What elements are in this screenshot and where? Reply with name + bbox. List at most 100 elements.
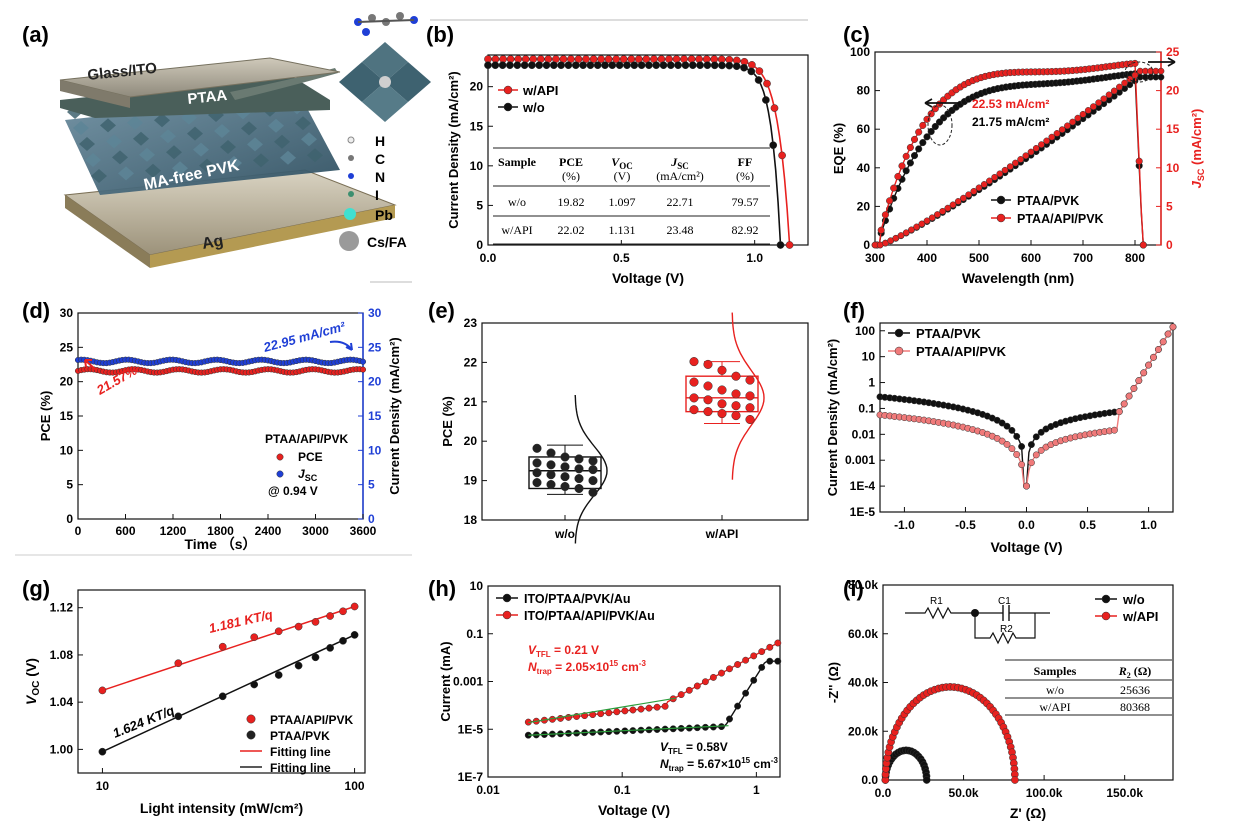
label-part: SC: [1196, 168, 1206, 181]
sclc-point: [750, 676, 758, 684]
annotation: 22.95 mA/cm²: [261, 319, 347, 356]
sclc-chart: 0.01 0.1 1 1E-7 1E-5 0.001 0.1 10 Voltage (V) Cur…: [438, 579, 782, 818]
integrated-point: [996, 170, 1004, 178]
box-point: [703, 407, 713, 417]
jv-point: [674, 61, 682, 70]
jv-point: [623, 61, 631, 70]
x-tick-label: 0.01: [476, 783, 500, 797]
sclc-point: [758, 648, 766, 656]
voc-point: [326, 644, 334, 652]
x-tick-label: 0.0: [480, 251, 497, 265]
box-point: [689, 377, 699, 387]
x-axis-label: Voltage (V): [598, 802, 670, 818]
sclc-point: [653, 703, 661, 711]
voc-point: [274, 627, 283, 636]
table-header: Samples: [1034, 664, 1077, 678]
octahedron: [295, 116, 311, 131]
octahedron: [172, 161, 188, 176]
jv-point: [627, 55, 636, 63]
x-tick-label: 150.0k: [1106, 786, 1143, 800]
box-point: [717, 385, 727, 395]
y-tick-label: 15: [60, 409, 74, 423]
stability-point: [359, 366, 367, 373]
sclc-point: [734, 702, 742, 710]
y-tick-label: 40: [857, 161, 871, 175]
box-point: [532, 443, 542, 453]
table-cell: 25636: [1120, 683, 1150, 697]
sclc-point: [742, 656, 750, 664]
octahedron: [100, 118, 116, 133]
x-tick-label: 1800: [207, 524, 234, 538]
label-part: J: [298, 467, 305, 481]
sclc-point: [685, 686, 693, 694]
voc-point: [339, 636, 347, 645]
ag-layer-side: [65, 195, 150, 268]
table-header-unit: (%): [562, 169, 580, 183]
y-tick-label: 1E-7: [458, 770, 484, 784]
table-cell: w/API: [1039, 700, 1070, 714]
legend-marker: [894, 328, 904, 338]
jv-point: [725, 61, 734, 70]
jv-point: [549, 61, 558, 70]
eqe-point: [923, 115, 931, 123]
box-point: [546, 460, 556, 470]
eqe-point: [919, 121, 927, 129]
y-tick-label: 1E-5: [850, 505, 876, 519]
voc-point: [311, 618, 320, 626]
legend-label: ITO/PTAA/PVK/Au: [524, 592, 631, 606]
x-tick-label: 100: [345, 779, 365, 793]
table-header-unit: (mA/cm²): [656, 169, 704, 183]
label-part: (mA/cm²): [1189, 109, 1204, 169]
jv-point: [666, 61, 675, 70]
condition-label: @ 0.94 V: [268, 484, 318, 498]
box-point: [532, 478, 542, 488]
jv-point: [645, 61, 653, 70]
sclc-point: [718, 669, 725, 677]
perovskite-unit-cell: [339, 42, 431, 122]
stability-chart: 0 600 1200 1800 2400 3000 36000510152025300510…: [38, 306, 402, 552]
dark-jv-point: [1125, 392, 1133, 400]
y-tick-label: 1.12: [50, 601, 74, 615]
legend-label: w/o: [522, 100, 545, 115]
legend-title: PTAA/API/PVK: [265, 432, 348, 446]
integrated-point: [1074, 114, 1082, 122]
dark-jv-point: [1037, 446, 1045, 454]
table-header-sub: OC: [619, 161, 633, 171]
eqe-point: [919, 139, 927, 147]
atom-legend-label: N: [375, 169, 385, 185]
legend-label: w/API: [1122, 609, 1158, 624]
integrated-point: [923, 217, 931, 225]
category-label: w/API: [705, 527, 739, 541]
table-cell: 23.48: [667, 223, 694, 237]
vtfl-annotation: VTFL = 0.21 V: [528, 643, 599, 659]
jv-point: [748, 61, 756, 69]
box-point: [546, 448, 556, 458]
atom-legend-label: Cs/FA: [367, 234, 407, 250]
dark-jv-point: [1023, 482, 1030, 490]
y-tick-label-right: 20: [368, 375, 382, 389]
y-axis-label-right: JSC (mA/cm²): [1189, 109, 1206, 189]
dark-jv-point: [1164, 330, 1172, 338]
box-point: [560, 452, 570, 462]
voc-point: [174, 712, 183, 721]
table-header-unit: (%): [736, 169, 754, 183]
octahedron: [91, 169, 107, 183]
y-tick-label: 19: [464, 474, 478, 488]
box-point: [689, 393, 699, 403]
jv-point: [535, 61, 544, 70]
x-axis-label: Time （s）: [184, 536, 256, 552]
table-header-text: FF: [738, 155, 753, 169]
sclc-point: [701, 678, 709, 686]
y-tick-label-right: 0: [1166, 238, 1173, 252]
box-chart: 18 19 20 21 22 23 PCE (%) w/o w/API: [440, 312, 809, 544]
sclc-point: [734, 661, 742, 668]
legend-label: w/API: [522, 83, 558, 98]
octahedron: [214, 124, 230, 138]
integrated-point: [918, 220, 926, 228]
label-part: V: [528, 643, 537, 657]
panel-label-g: (g): [22, 576, 50, 601]
y-tick-label: 0: [863, 238, 870, 252]
arrow-icon: [329, 340, 353, 351]
atom-pb-icon: [344, 208, 356, 220]
integrated-point: [928, 214, 936, 222]
